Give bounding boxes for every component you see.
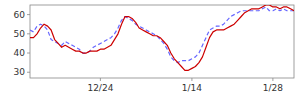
y-tick (27, 14, 30, 15)
y-tick-label: 30 (14, 67, 26, 77)
x-tick (272, 78, 273, 81)
y-tick (27, 53, 30, 54)
series-line (30, 7, 294, 63)
y-tick-label: 40 (14, 48, 26, 58)
series-line (30, 5, 294, 70)
x-tick (100, 78, 101, 81)
y-tick-label: 60 (14, 10, 26, 20)
plot-area (30, 5, 294, 70)
plot-frame (30, 5, 294, 78)
chart: 30 40 50 60 12/24 1/14 1/28 (0, 0, 300, 96)
x-tick-label: 12/24 (87, 83, 113, 93)
y-tick (27, 33, 30, 34)
x-tick (191, 78, 192, 81)
y-tick-label: 50 (14, 29, 26, 39)
y-tick (27, 72, 30, 73)
x-tick-label: 1/14 (182, 83, 202, 93)
x-tick-label: 1/28 (263, 83, 283, 93)
